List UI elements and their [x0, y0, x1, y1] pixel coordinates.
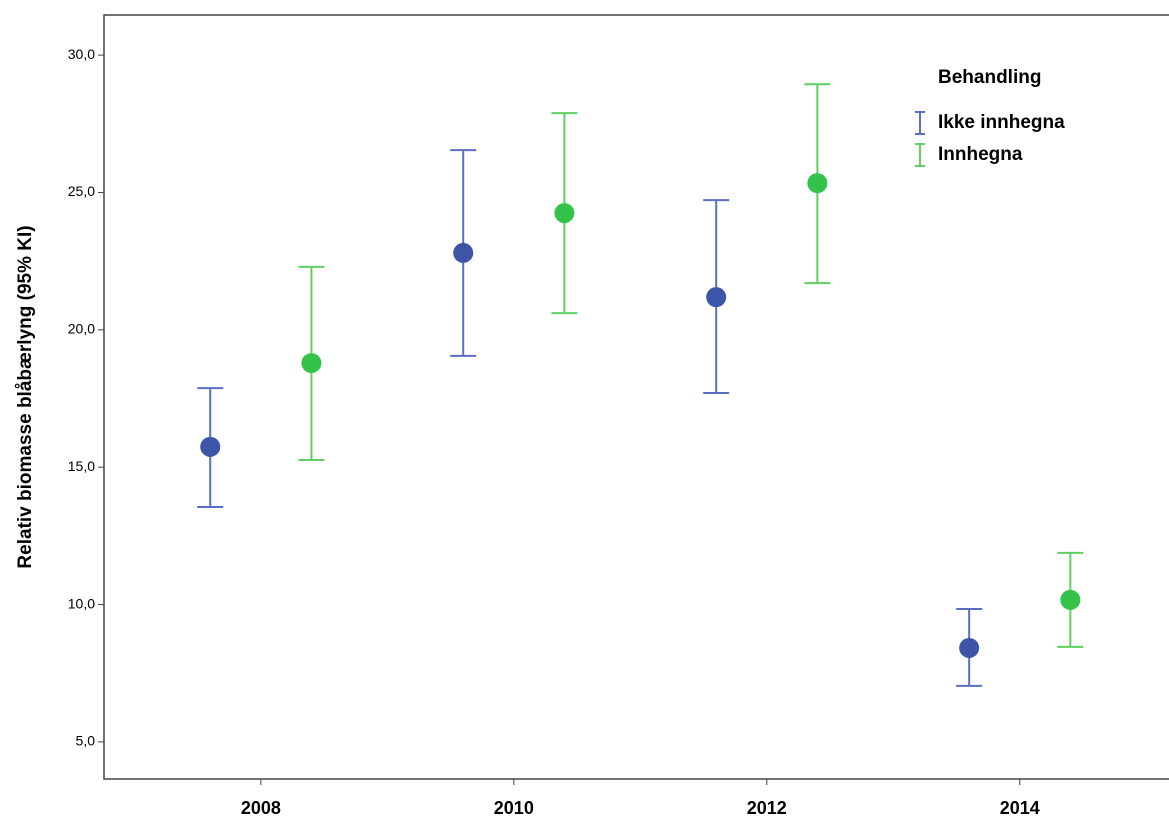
y-tick-label: 20,0 [68, 321, 95, 337]
x-tick-label: 2010 [494, 798, 534, 818]
legend-label: Innhegna [938, 144, 1023, 165]
point [453, 242, 474, 263]
point [807, 173, 828, 194]
point [1060, 589, 1081, 610]
point [554, 203, 575, 224]
point [959, 637, 980, 658]
legend-label: Ikke innhegna [938, 112, 1065, 133]
y-tick-label: 5,0 [76, 733, 96, 749]
y-tick-label: 15,0 [68, 458, 95, 474]
x-tick-label: 2008 [241, 798, 281, 818]
y-axis-label: Relativ biomasse blåbærlyng (95% KI) [15, 225, 36, 568]
x-tick-label: 2014 [1000, 798, 1040, 818]
point [200, 436, 221, 457]
x-tick-label: 2012 [747, 798, 787, 818]
y-tick-label: 25,0 [68, 183, 95, 199]
point [706, 287, 727, 308]
y-tick-label: 30,0 [68, 46, 95, 62]
point [301, 353, 322, 374]
legend-title: Behandling [938, 67, 1041, 88]
plot-frame [103, 14, 1169, 780]
y-tick-label: 10,0 [68, 595, 95, 611]
